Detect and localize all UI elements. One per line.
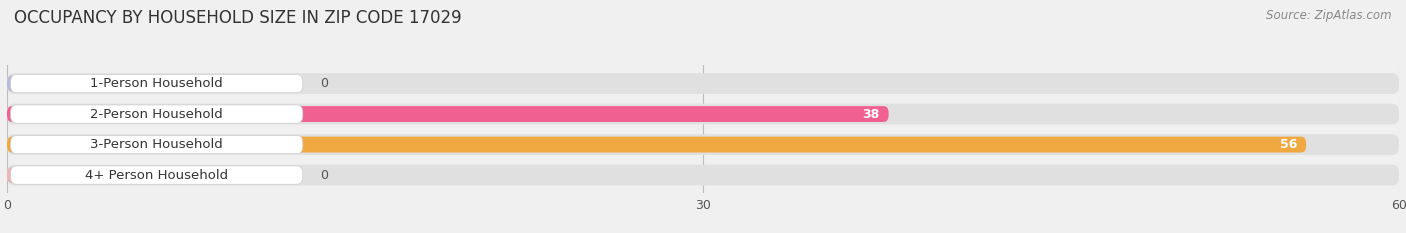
FancyBboxPatch shape: [10, 74, 302, 93]
Text: Source: ZipAtlas.com: Source: ZipAtlas.com: [1267, 9, 1392, 22]
FancyBboxPatch shape: [10, 135, 302, 154]
FancyBboxPatch shape: [7, 134, 1399, 155]
FancyBboxPatch shape: [7, 104, 1399, 124]
FancyBboxPatch shape: [7, 137, 1306, 153]
FancyBboxPatch shape: [10, 105, 302, 123]
Text: 1-Person Household: 1-Person Household: [90, 77, 224, 90]
FancyBboxPatch shape: [7, 76, 35, 92]
FancyBboxPatch shape: [7, 73, 1399, 94]
Text: 2-Person Household: 2-Person Household: [90, 108, 224, 120]
Text: 4+ Person Household: 4+ Person Household: [86, 169, 228, 182]
Text: 3-Person Household: 3-Person Household: [90, 138, 224, 151]
FancyBboxPatch shape: [7, 106, 889, 122]
FancyBboxPatch shape: [7, 165, 1399, 185]
Text: 0: 0: [321, 77, 328, 90]
Text: 56: 56: [1279, 138, 1296, 151]
FancyBboxPatch shape: [7, 167, 35, 183]
Text: 38: 38: [862, 108, 879, 120]
FancyBboxPatch shape: [10, 166, 302, 184]
Text: OCCUPANCY BY HOUSEHOLD SIZE IN ZIP CODE 17029: OCCUPANCY BY HOUSEHOLD SIZE IN ZIP CODE …: [14, 9, 461, 27]
Text: 0: 0: [321, 169, 328, 182]
